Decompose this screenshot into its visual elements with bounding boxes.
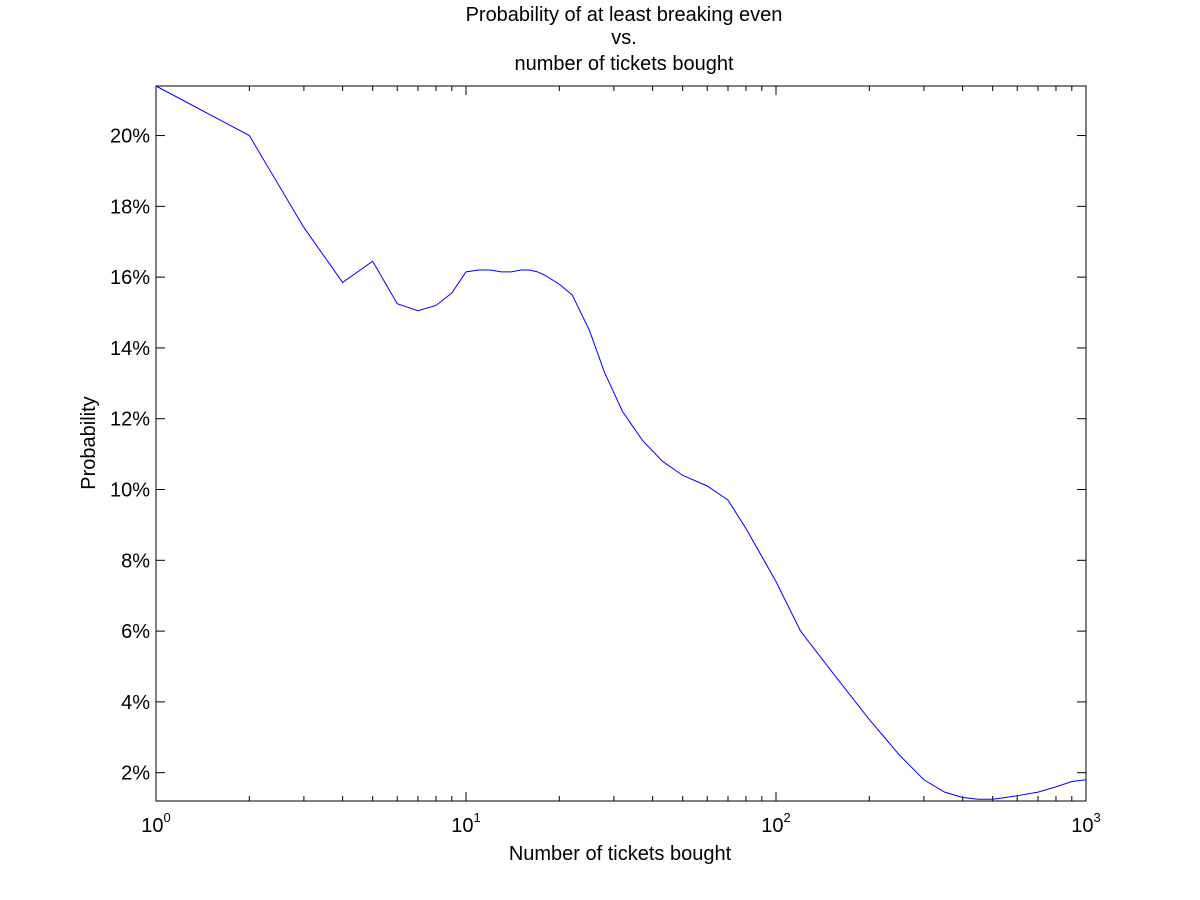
y-tick-label: 6% [121,621,150,643]
y-tick-label: 18% [110,196,150,218]
y-tick-label: 12% [110,409,150,431]
y-tick-label: 8% [121,550,150,572]
y-axis-label: Probability [78,396,100,489]
x-axis-label: Number of tickets bought [509,843,732,865]
y-tick-label: 20% [110,126,150,148]
y-tick-label: 2% [121,763,150,785]
series-layer [155,85,1087,800]
plot-area-frame [155,85,1087,802]
y-tick-label: 4% [121,692,150,714]
x-tick-label: 103 [1071,810,1100,837]
y-tick-label: 14% [110,338,150,360]
chart-title-line-3: number of tickets bought [514,53,733,75]
series-line-0 [155,85,1087,800]
x-tick-labels: 100 101 102 103 [141,810,1100,837]
chart-title-line-1: Probability of at least breaking even [466,4,783,26]
x-tick-label: 102 [761,810,790,837]
y-tick-label: 16% [110,267,150,289]
x-tick-label: 101 [451,810,480,837]
y-tick-labels: 2% 4% 6% 8% 10% 12% 14% 16% 18% 20% [110,126,150,785]
x-tick-label: 100 [141,810,170,837]
axis-ticks [155,86,1087,801]
y-tick-label: 10% [110,480,150,502]
chart-title-line-2: vs. [611,27,637,49]
